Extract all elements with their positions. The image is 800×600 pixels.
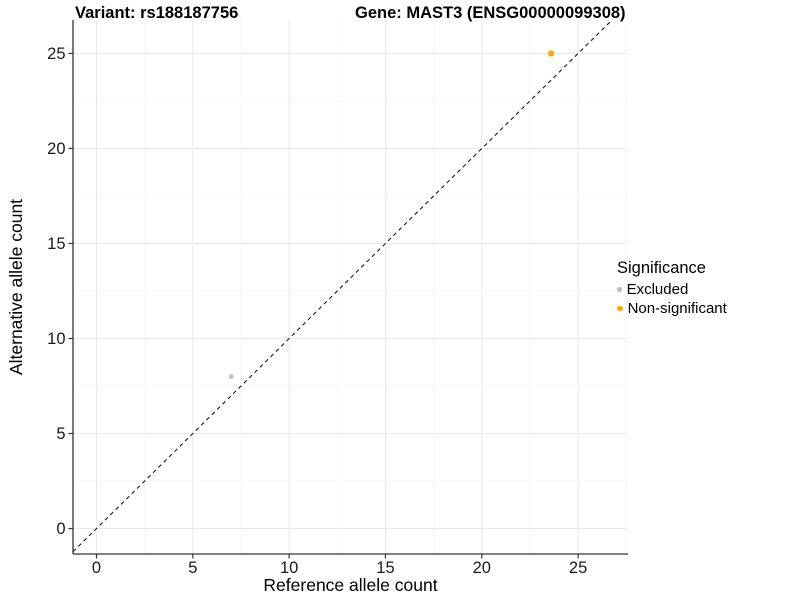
non-significant-point	[548, 50, 555, 57]
identity-dashed-line	[72, 19, 613, 553]
x-tick-label: 10	[280, 559, 298, 577]
legend-item-label: Non-significant	[627, 300, 727, 317]
legend-title: Significance	[617, 259, 706, 277]
x-tick-label: 0	[92, 559, 101, 577]
y-axis-title: Alternative allele count	[6, 198, 26, 376]
x-tick-label: 20	[473, 559, 491, 577]
y-tick-label: 15	[47, 235, 65, 253]
legend-item-label: Excluded	[626, 281, 689, 298]
x-axis-title: Reference allele count	[263, 575, 438, 595]
x-tick-label: 5	[188, 559, 197, 577]
significance-legend: Significance Excluded Non-significant	[617, 258, 727, 318]
y-tick-label: 0	[56, 520, 65, 538]
excluded-point	[228, 374, 234, 379]
gene-title: Gene: MAST3 (ENSG00000099308)	[355, 4, 626, 22]
x-tick-label: 25	[569, 559, 587, 577]
legend-item-excluded: Excluded	[617, 280, 727, 299]
x-tick-label: 15	[376, 559, 394, 577]
y-tick-label: 10	[47, 330, 65, 348]
excluded-dot-icon	[617, 287, 622, 292]
y-tick-label: 5	[56, 425, 65, 443]
legend-item-non-significant: Non-significant	[617, 299, 727, 318]
y-tick-label: 25	[47, 45, 65, 63]
variant-title: Variant: rs188187756	[75, 4, 239, 22]
y-tick-label: 20	[47, 140, 65, 158]
non-significant-dot-icon	[617, 305, 623, 312]
